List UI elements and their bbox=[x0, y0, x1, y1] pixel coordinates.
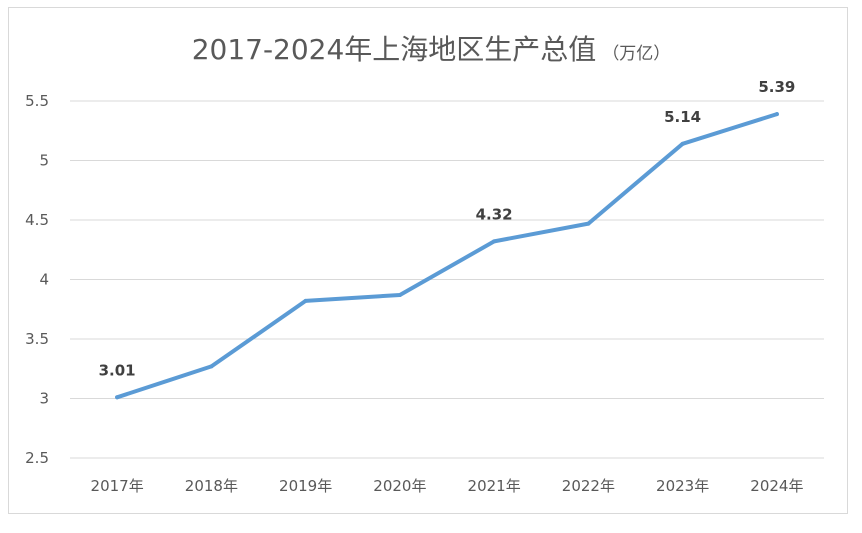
y-axis-tick-labels: 2.5 3 3.5 4 4.5 5 5.5 bbox=[25, 92, 49, 467]
data-point bbox=[586, 221, 591, 226]
x-tick-label: 2017年 bbox=[91, 477, 144, 495]
data-point bbox=[209, 364, 214, 369]
chart-title-unit: （万亿） bbox=[602, 44, 671, 64]
data-point bbox=[680, 141, 685, 146]
data-point bbox=[397, 292, 402, 297]
data-point bbox=[774, 112, 779, 117]
chart-frame bbox=[8, 7, 848, 514]
y-tick-label: 5.5 bbox=[25, 92, 49, 110]
chart-title-text: 2017-2024年上海地区生产总值 bbox=[191, 33, 597, 66]
x-tick-label: 2022年 bbox=[562, 477, 615, 495]
x-tick-label: 2018年 bbox=[185, 477, 238, 495]
data-label: 3.01 bbox=[99, 361, 136, 379]
y-tick-label: 3.5 bbox=[25, 330, 49, 348]
x-tick-label: 2019年 bbox=[279, 477, 332, 495]
data-labels: 3.01 4.32 5.14 5.39 bbox=[99, 78, 796, 379]
x-tick-label: 2021年 bbox=[468, 477, 521, 495]
y-tick-label: 3 bbox=[39, 390, 49, 408]
chart-title: 2017-2024年上海地区生产总值 （万亿） bbox=[0, 28, 862, 68]
data-label: 5.14 bbox=[664, 108, 701, 126]
data-point bbox=[303, 298, 308, 303]
x-tick-label: 2020年 bbox=[373, 477, 426, 495]
y-tick-label: 4.5 bbox=[25, 211, 49, 229]
data-label: 4.32 bbox=[476, 205, 513, 223]
x-tick-label: 2023年 bbox=[656, 477, 709, 495]
data-label: 5.39 bbox=[758, 78, 795, 96]
y-tick-label: 5 bbox=[39, 152, 49, 170]
series-line bbox=[115, 112, 779, 400]
y-tick-label: 2.5 bbox=[25, 449, 49, 467]
series-layer bbox=[115, 112, 779, 400]
data-point bbox=[115, 395, 120, 400]
gridlines bbox=[70, 100, 824, 459]
x-tick-label: 2024年 bbox=[750, 477, 803, 495]
x-axis-tick-labels: 2017年 2018年 2019年 2020年 2021年 2022年 2023年 2024年 bbox=[91, 477, 804, 495]
data-point bbox=[492, 239, 497, 244]
y-tick-label: 4 bbox=[39, 271, 49, 289]
